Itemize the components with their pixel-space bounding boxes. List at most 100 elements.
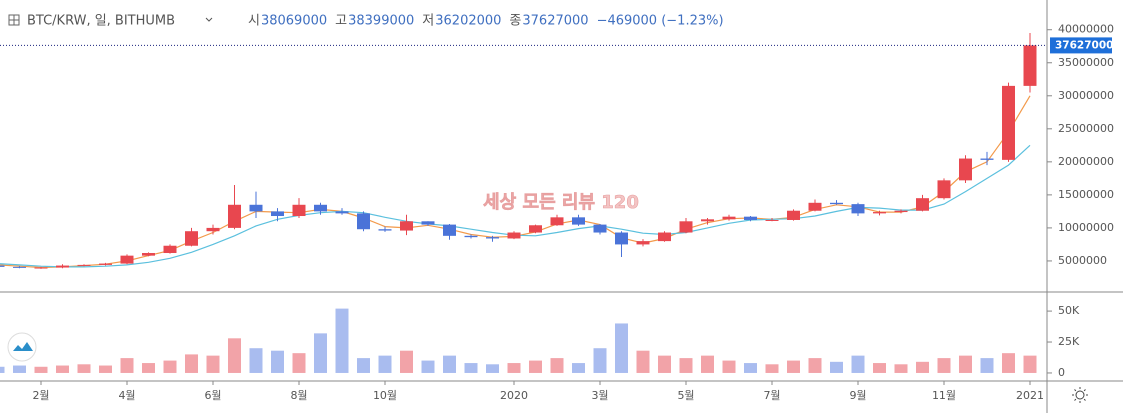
candle-body (679, 221, 693, 233)
candle-body (314, 204, 327, 212)
candle (486, 235, 499, 242)
y-tick-label: 30000000 (1058, 89, 1114, 102)
candle (77, 264, 91, 267)
candle (808, 199, 822, 212)
volume-bar (916, 361, 929, 373)
x-tick-label: 11월 (932, 389, 956, 402)
candle-body (808, 202, 822, 211)
candle (507, 231, 521, 240)
candle (980, 151, 994, 166)
x-tick-label: 6월 (204, 389, 221, 402)
candle (249, 191, 263, 218)
logo[interactable] (7, 332, 37, 362)
volume-bar (142, 363, 155, 373)
candle (357, 211, 370, 232)
ohlc-header: 시 38069000 고 38399000 저 36202000 종 37627000 −469… (248, 14, 724, 29)
candle-body (163, 245, 177, 254)
candle (421, 221, 435, 226)
candle-body (744, 216, 757, 220)
candle (937, 178, 951, 200)
dropdown-icon[interactable] (205, 17, 213, 22)
volume-bar (851, 355, 865, 373)
volume-bar (292, 353, 306, 373)
candle (722, 214, 736, 221)
symbol[interactable]: BTC/KRW, 일, BITHUMB (27, 14, 175, 29)
ohlc-value: 38399000 (348, 14, 414, 29)
volume-bar (228, 338, 241, 373)
change: −469000 (−1.23%) (597, 14, 724, 29)
volume-bar (507, 363, 521, 373)
volume-bar (400, 350, 413, 373)
settings-icon[interactable] (1072, 387, 1088, 403)
x-tick-label: 7월 (763, 389, 780, 402)
candle (787, 209, 800, 221)
candle (292, 198, 306, 218)
candle-body (1002, 85, 1015, 160)
ohlc-label: 고 (335, 14, 347, 29)
candle (593, 223, 607, 235)
volume-bar (765, 364, 779, 373)
volume-bar (185, 354, 198, 373)
candle (120, 254, 134, 265)
candle (271, 208, 284, 222)
candle-body (443, 224, 456, 236)
candle-body (550, 217, 564, 226)
volume-bar (56, 365, 69, 373)
candle (959, 155, 972, 183)
candle-body (292, 204, 306, 217)
candle-body (335, 211, 349, 214)
x-tick-label: 2월 (32, 389, 49, 402)
volume-bar (464, 363, 478, 373)
volume-bar (787, 360, 800, 373)
volume-bar (636, 350, 650, 373)
candle-body (486, 237, 499, 239)
volume-bar (335, 308, 349, 373)
x-tick-label: 2020 (500, 389, 528, 402)
y-tick-label: 5000000 (1058, 254, 1107, 267)
volume-bar (378, 355, 392, 373)
y-tick-label: 25000000 (1058, 122, 1114, 135)
candle (615, 231, 628, 257)
ohlc-label: 저 (422, 14, 434, 29)
candle-body (249, 204, 263, 212)
candle-body (636, 241, 650, 245)
watermark: 세상 모든 리뷰 120 (483, 192, 639, 213)
volume-bar (77, 364, 91, 373)
volume-bar (658, 355, 671, 373)
volume-bar (572, 363, 585, 373)
x-tick-label: 4월 (118, 389, 135, 402)
volume-bar (120, 358, 134, 373)
volume-bar (980, 358, 994, 373)
volume-bar (357, 358, 370, 373)
volume-bar (314, 333, 327, 373)
candle (894, 209, 908, 214)
candle-body (980, 158, 994, 160)
candle (99, 262, 112, 266)
candle (0, 265, 5, 267)
candle (550, 214, 564, 226)
candle (13, 266, 26, 269)
candle-body (851, 204, 865, 214)
volume-bar (937, 358, 951, 373)
volume-bar (529, 360, 542, 373)
ohlc-value: 38069000 (261, 14, 327, 29)
candle (56, 264, 69, 269)
volume-tick-label: 50K (1058, 304, 1080, 317)
candle (701, 217, 714, 225)
volume-bar (701, 355, 714, 373)
volume-bar (443, 355, 456, 373)
candle-body (593, 224, 607, 233)
candle-body (722, 216, 736, 220)
candle (679, 217, 693, 234)
candle-body (873, 212, 886, 214)
plot-area (0, 33, 1037, 373)
add-symbol-icon[interactable] (8, 14, 20, 26)
candle-body (572, 217, 585, 225)
candle (873, 210, 886, 216)
candle-body (894, 210, 908, 213)
candle-body (830, 202, 843, 205)
y-tick-label: 20000000 (1058, 155, 1114, 168)
volume-bar (1023, 355, 1037, 373)
y-tick-label: 40000000 (1058, 23, 1114, 36)
candle (34, 266, 48, 269)
